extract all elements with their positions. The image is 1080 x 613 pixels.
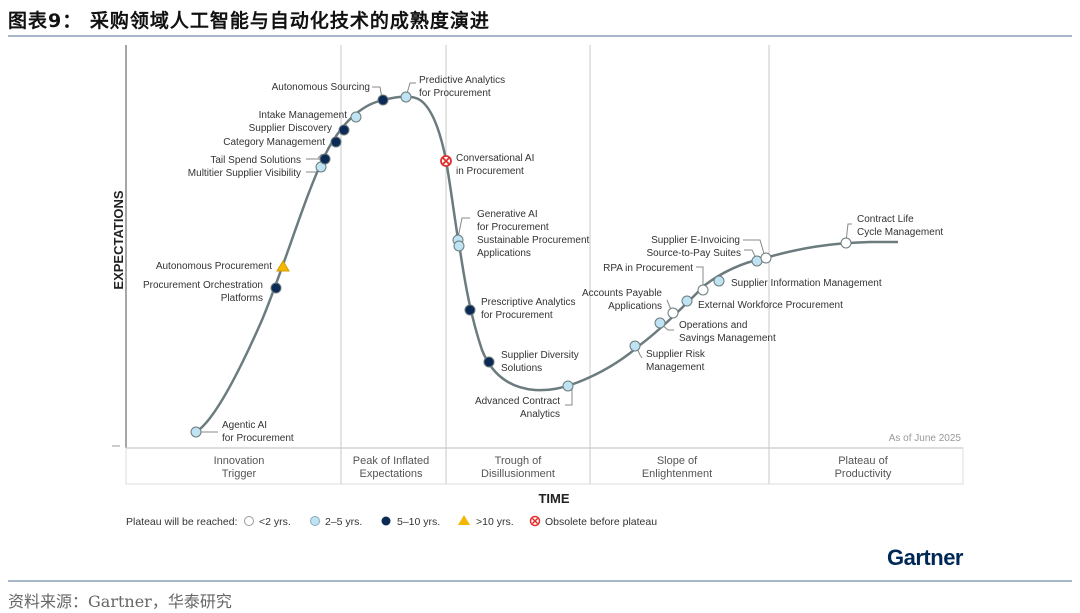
svg-text:Prescriptive Analytics: Prescriptive Analytics [481, 297, 575, 308]
svg-text:Autonomous Procurement: Autonomous Procurement [156, 261, 272, 272]
legend-gt10-icon [458, 515, 470, 525]
svg-text:RPA in Procurement: RPA in Procurement [603, 263, 693, 274]
point-accounts-payable [667, 307, 679, 319]
point-sustainable [453, 240, 465, 252]
svg-text:for Procurement: for Procurement [481, 310, 553, 321]
y-axis-title: EXPECTATIONS [111, 190, 126, 290]
legend-title: Plateau will be reached: [126, 516, 238, 528]
point-predictive-analytics [400, 91, 412, 103]
phase-trough-line1: Trough of [495, 455, 543, 467]
point-advanced-contract [562, 380, 574, 392]
point-source-to-pay [751, 255, 763, 267]
svg-text:Procurement Orchestration: Procurement Orchestration [143, 280, 263, 291]
legend: Plateau will be reached: <2 yrs. 2–5 yrs… [126, 515, 657, 528]
point-conversational-ai [440, 155, 452, 167]
phase-plateau-line2: Productivity [835, 468, 892, 480]
svg-text:Applications: Applications [477, 248, 531, 259]
point-agentic-ai [190, 426, 202, 438]
phase-innovation-line2: Trigger [222, 468, 257, 480]
point-prescriptive [464, 304, 476, 316]
phase-plateau-line1: Plateau of [838, 455, 888, 467]
svg-text:Advanced Contract: Advanced Contract [475, 396, 560, 407]
phase-slope-line2: Enlightenment [642, 468, 712, 480]
svg-text:Analytics: Analytics [520, 409, 560, 420]
phase-labels: Innovation Trigger Peak of Inflated Expe… [214, 455, 892, 480]
phase-innovation-line1: Innovation [214, 455, 265, 467]
svg-text:Obsolete before plateau: Obsolete before plateau [545, 516, 657, 528]
point-tail-spend [319, 153, 331, 165]
svg-text:Conversational AI: Conversational AI [456, 153, 534, 164]
svg-text:Applications: Applications [608, 301, 662, 312]
point-orchestration [270, 282, 282, 294]
point-clm [840, 237, 852, 249]
source-note: 资料来源：Gartner，华泰研究 [8, 592, 232, 611]
svg-text:Contract Life: Contract Life [857, 214, 914, 225]
point-supplier-diversity [483, 356, 495, 368]
svg-text:Supplier Discovery: Supplier Discovery [249, 123, 332, 134]
x-axis-title: TIME [538, 491, 569, 506]
phase-dividers [340, 45, 770, 484]
svg-text:<2 yrs.: <2 yrs. [259, 516, 291, 528]
svg-text:Supplier Diversity: Supplier Diversity [501, 350, 579, 361]
svg-text:Generative AI: Generative AI [477, 209, 538, 220]
svg-text:Supplier E-Invoicing: Supplier E-Invoicing [651, 235, 740, 246]
point-supplier-info-mgmt [713, 275, 725, 287]
point-supplier-discovery [338, 124, 350, 136]
svg-text:Platforms: Platforms [221, 293, 263, 304]
point-category-mgmt [330, 136, 342, 148]
phase-peak-line1: Peak of Inflated [353, 455, 429, 467]
point-autonomous-sourcing [377, 94, 389, 106]
phase-band [125, 447, 964, 485]
page-title: 图表9： 采购领域人工智能与自动化技术的成熟度演进 [8, 10, 490, 32]
svg-text:>10 yrs.: >10 yrs. [476, 516, 514, 528]
point-autonomous-procurement [276, 260, 290, 272]
point-operations-savings [654, 317, 666, 329]
svg-text:5–10 yrs.: 5–10 yrs. [397, 516, 440, 528]
point-supplier-risk [629, 340, 641, 352]
footer-divider [8, 580, 1072, 582]
title-divider [8, 35, 1072, 37]
as-of-date: As of June 2025 [889, 433, 962, 444]
phase-peak-line2: Expectations [360, 468, 423, 480]
svg-text:Management: Management [646, 362, 705, 373]
svg-text:Intake Management: Intake Management [259, 110, 348, 121]
svg-text:Supplier Information Managemen: Supplier Information Management [731, 278, 882, 289]
phase-trough-line2: Disillusionment [481, 468, 555, 480]
svg-text:for Procurement: for Procurement [419, 88, 491, 99]
svg-text:Tail Spend Solutions: Tail Spend Solutions [210, 155, 301, 166]
svg-text:Category Management: Category Management [223, 137, 325, 148]
point-labels: Agentic AI for Procurement Procurement O… [143, 75, 943, 444]
svg-text:Accounts Payable: Accounts Payable [582, 288, 662, 299]
svg-text:2–5 yrs.: 2–5 yrs. [325, 516, 362, 528]
svg-text:Predictive Analytics: Predictive Analytics [419, 75, 505, 86]
svg-text:Sustainable Procurement: Sustainable Procurement [477, 235, 590, 246]
svg-text:Agentic AI: Agentic AI [222, 420, 267, 431]
svg-text:for Procurement: for Procurement [222, 433, 294, 444]
data-points [190, 91, 852, 438]
svg-text:Supplier Risk: Supplier Risk [646, 349, 706, 360]
svg-text:External Workforce Procurement: External Workforce Procurement [698, 300, 843, 311]
point-rpa [697, 284, 709, 296]
point-external-workforce [681, 295, 693, 307]
point-intake-mgmt [350, 111, 362, 123]
gartner-logo: Gartner [887, 545, 964, 570]
svg-text:Source-to-Pay Suites: Source-to-Pay Suites [647, 248, 742, 259]
phase-slope-line1: Slope of [657, 455, 698, 467]
legend-5to10-icon [381, 516, 391, 526]
svg-text:Cycle Management: Cycle Management [857, 227, 943, 238]
legend-2to5-icon [310, 516, 320, 526]
legend-obsolete-icon [529, 515, 541, 527]
svg-text:in Procurement: in Procurement [456, 166, 524, 177]
svg-text:Savings Management: Savings Management [679, 333, 776, 344]
svg-text:Operations and: Operations and [679, 320, 747, 331]
svg-text:for Procurement: for Procurement [477, 222, 549, 233]
legend-lt2-icon [244, 516, 254, 526]
svg-text:Multitier Supplier Visibility: Multitier Supplier Visibility [188, 168, 301, 179]
svg-text:Solutions: Solutions [501, 363, 542, 374]
svg-text:Autonomous Sourcing: Autonomous Sourcing [272, 82, 370, 93]
point-e-invoicing [760, 252, 772, 264]
